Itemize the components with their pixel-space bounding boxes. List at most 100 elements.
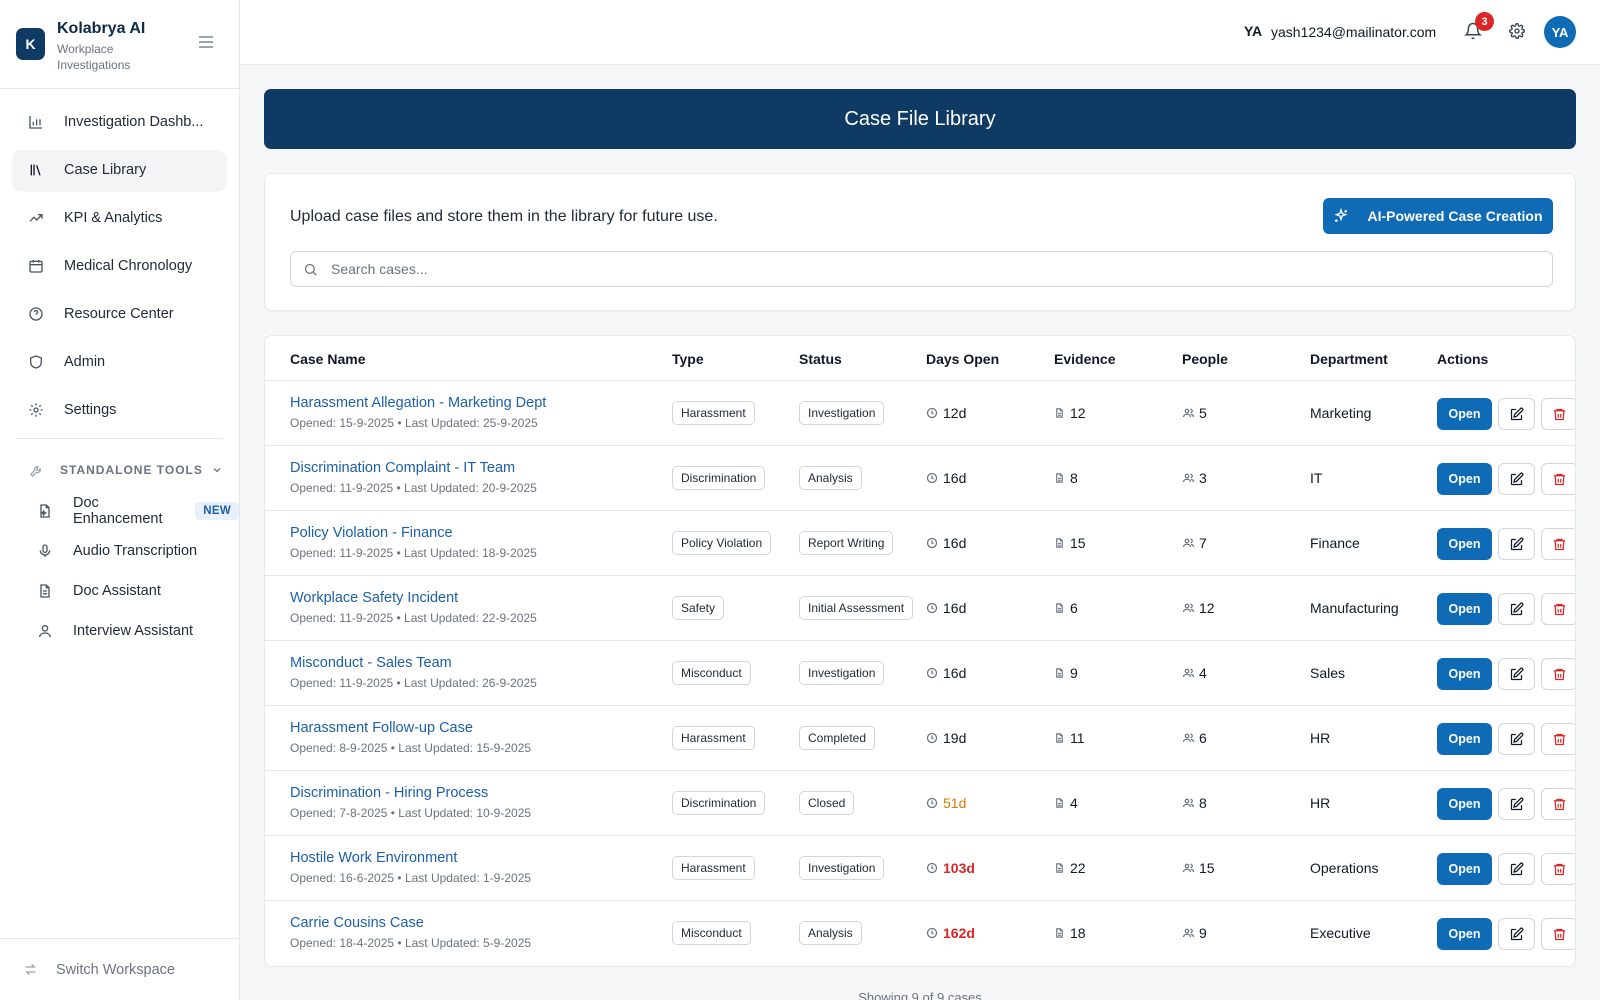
avatar[interactable]: YA (1544, 16, 1576, 48)
open-case-button[interactable]: Open (1437, 788, 1492, 820)
column-header-type[interactable]: Type (672, 351, 704, 367)
edit-case-button[interactable] (1498, 528, 1535, 560)
gear-icon (28, 402, 44, 418)
case-title-link[interactable]: Discrimination - Hiring Process (290, 785, 489, 801)
case-name-cell: Discrimination Complaint - IT Team Opened… (290, 460, 537, 495)
case-title-link[interactable]: Harassment Follow-up Case (290, 720, 473, 736)
switch-workspace-button[interactable]: Switch Workspace (0, 938, 240, 1000)
clock-icon (926, 472, 943, 484)
delete-case-button[interactable] (1541, 723, 1575, 755)
days-open-value: 16d (943, 600, 967, 616)
open-case-button[interactable]: Open (1437, 658, 1492, 690)
sidebar-nav: Investigation Dashb... Case Library KPI & … (0, 89, 239, 430)
column-header-case-name[interactable]: Case Name (290, 351, 366, 367)
gear-icon[interactable] (1509, 23, 1525, 39)
case-title-link[interactable]: Workplace Safety Incident (290, 590, 459, 606)
trash-icon (1552, 667, 1567, 682)
case-title-link[interactable]: Harassment Allegation - Marketing Dept (290, 395, 547, 411)
case-name-cell: Discrimination - Hiring Process Opened: 7… (290, 785, 531, 820)
brand-header: K Kolabrya AI Workplace Investigations (0, 0, 239, 89)
delete-case-button[interactable] (1541, 853, 1575, 885)
open-case-button[interactable]: Open (1437, 723, 1492, 755)
edit-case-button[interactable] (1498, 398, 1535, 430)
standalone-tools-toggle[interactable]: STANDALONE TOOLS (0, 449, 239, 491)
open-case-button[interactable]: Open (1437, 853, 1492, 885)
clock-icon (926, 732, 943, 744)
open-case-button[interactable]: Open (1437, 398, 1492, 430)
tool-item-audio-transcription[interactable]: Audio Transcription (0, 531, 239, 571)
people-count: 8 (1199, 795, 1207, 811)
case-name-cell: Harassment Allegation - Marketing Dept Op… (290, 395, 546, 430)
edit-case-button[interactable] (1498, 658, 1535, 690)
trash-icon (1552, 472, 1567, 487)
clock-icon (926, 667, 943, 679)
column-header-status[interactable]: Status (799, 351, 842, 367)
delete-case-button[interactable] (1541, 463, 1575, 495)
sidebar-item-admin[interactable]: Admin (13, 342, 226, 382)
days-open-cell: 16d (926, 535, 966, 551)
tool-item-interview-assistant[interactable]: Interview Assistant (0, 611, 239, 651)
delete-case-button[interactable] (1541, 528, 1575, 560)
edit-icon (1509, 602, 1524, 617)
edit-case-button[interactable] (1498, 853, 1535, 885)
edit-case-button[interactable] (1498, 788, 1535, 820)
bell-icon[interactable] (1464, 22, 1482, 40)
sidebar-item-case-library[interactable]: Case Library (13, 150, 226, 190)
delete-case-button[interactable] (1541, 593, 1575, 625)
open-case-button[interactable]: Open (1437, 918, 1492, 950)
file-icon (1054, 732, 1070, 744)
case-dates: Opened: 11-9-2025 • Last Updated: 22-9-2… (290, 611, 537, 625)
case-title-link[interactable]: Misconduct - Sales Team (290, 655, 452, 671)
trash-icon (1552, 407, 1567, 422)
tool-item-doc-assistant[interactable]: Doc Assistant (0, 571, 239, 611)
edit-case-button[interactable] (1498, 723, 1535, 755)
case-title-link[interactable]: Discrimination Complaint - IT Team (290, 460, 516, 476)
people-cell: 7 (1182, 535, 1207, 551)
delete-case-button[interactable] (1541, 658, 1575, 690)
table-body: Harassment Allegation - Marketing Dept Op… (265, 381, 1575, 966)
delete-case-button[interactable] (1541, 918, 1575, 950)
sidebar-item-medical-chronology[interactable]: Medical Chronology (13, 246, 226, 286)
tool-item-doc-enhancement[interactable]: Doc Enhancement NEW (0, 491, 239, 531)
delete-case-button[interactable] (1541, 788, 1575, 820)
type-badge: Discrimination (672, 791, 766, 815)
column-header-days-open[interactable]: Days Open (926, 351, 1000, 367)
edit-case-button[interactable] (1498, 918, 1535, 950)
sidebar-item-settings[interactable]: Settings (13, 390, 226, 430)
column-header-people[interactable]: People (1182, 351, 1228, 367)
column-header-department[interactable]: Department (1310, 351, 1388, 367)
people-cell: 5 (1182, 405, 1207, 421)
edit-case-button[interactable] (1498, 593, 1535, 625)
department-cell: Sales (1310, 665, 1346, 681)
type-badge: Harassment (672, 856, 755, 880)
open-case-button[interactable]: Open (1437, 593, 1492, 625)
case-title-link[interactable]: Hostile Work Environment (290, 850, 458, 866)
case-name-cell: Carrie Cousins Case Opened: 18-4-2025 • L… (290, 915, 531, 950)
case-title-link[interactable]: Carrie Cousins Case (290, 915, 424, 931)
search-input[interactable] (331, 261, 1531, 277)
sidebar-item-kpi-analytics[interactable]: KPI & Analytics (13, 198, 226, 238)
sidebar-item-resource-center[interactable]: Resource Center (13, 294, 226, 334)
case-title-link[interactable]: Policy Violation - Finance (290, 525, 453, 541)
menu-toggle-icon[interactable] (199, 36, 213, 48)
table-header: Case Name Type Status Days Open Evidence… (265, 336, 1575, 381)
delete-case-button[interactable] (1541, 398, 1575, 430)
open-case-button[interactable]: Open (1437, 528, 1492, 560)
column-header-evidence[interactable]: Evidence (1054, 351, 1116, 367)
evidence-cell: 6 (1054, 600, 1078, 616)
brand-logo[interactable]: K (16, 28, 45, 60)
people-count: 7 (1199, 535, 1207, 551)
people-icon (1182, 797, 1199, 809)
trash-icon (1552, 602, 1567, 617)
ai-case-creation-button[interactable]: AI-Powered Case Creation (1323, 198, 1553, 234)
days-open-value: 12d (943, 405, 967, 421)
trash-icon (1552, 732, 1567, 747)
page-title-banner: Case File Library (264, 89, 1576, 149)
people-count: 9 (1199, 925, 1207, 941)
open-case-button[interactable]: Open (1437, 463, 1492, 495)
edit-icon (1509, 927, 1524, 942)
edit-case-button[interactable] (1498, 463, 1535, 495)
clock-icon (926, 927, 943, 939)
trash-icon (1552, 537, 1567, 552)
sidebar-item-investigation-dashb[interactable]: Investigation Dashb... (13, 102, 226, 142)
